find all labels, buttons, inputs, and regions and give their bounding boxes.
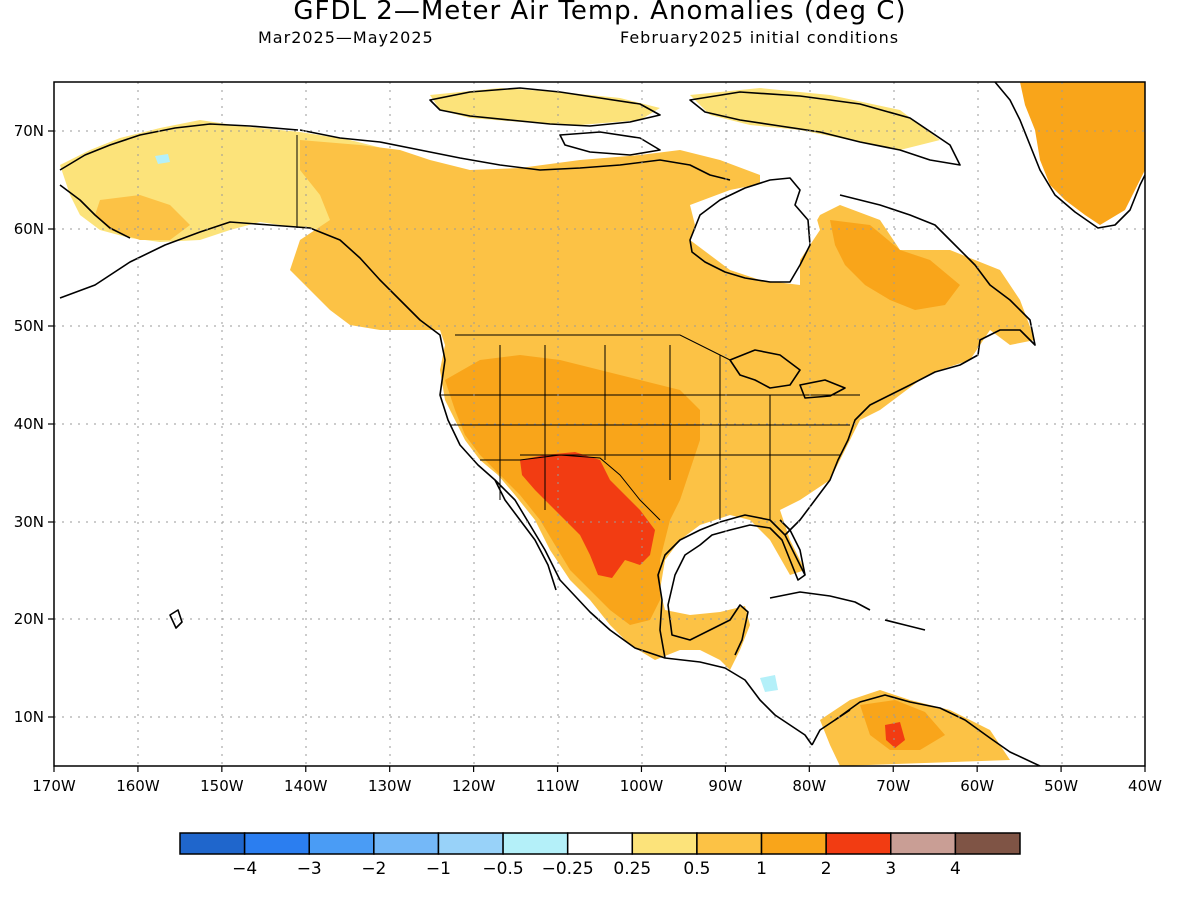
coastline [657, 514, 806, 659]
coastline [834, 694, 1041, 766]
colorbar-swatch [502, 832, 569, 855]
colorbar-label: −4 [232, 859, 257, 879]
colorbar-label: −0.5 [482, 859, 523, 879]
lat-label: 60N [14, 220, 44, 238]
anomaly-fill [60, 82, 1145, 766]
colorbar-label: 0.25 [613, 859, 651, 879]
coastline [299, 129, 731, 181]
lon-label: 40W [1128, 777, 1162, 795]
colorbar-label: 1 [756, 859, 767, 879]
anomaly-region [830, 220, 960, 310]
lat-label: 20N [14, 610, 44, 628]
colorbar-swatch [566, 832, 634, 855]
lon-label: 170W [32, 777, 76, 795]
lat-label: 50N [14, 317, 44, 335]
lon-label: 100W [620, 777, 664, 795]
colorbar-swatch [243, 832, 310, 855]
lon-label: 90W [708, 777, 742, 795]
coastline [799, 379, 846, 399]
lon-label: 70W [876, 777, 910, 795]
coastline [884, 619, 926, 631]
colorbar-label: −0.25 [542, 859, 594, 879]
lon-label: 50W [1044, 777, 1078, 795]
lat-label: 10N [14, 708, 44, 726]
coastline [769, 591, 871, 611]
lon-label: 120W [452, 777, 496, 795]
coastline [729, 349, 801, 389]
lat-label: 30N [14, 513, 44, 531]
coastline [59, 221, 813, 746]
lon-label: 140W [284, 777, 328, 795]
anomaly-region [760, 675, 778, 692]
latitude-axis: 70N 60N 50N 40N 30N 20N 10N [14, 122, 54, 726]
coastline [779, 519, 806, 576]
anomaly-region [430, 88, 660, 125]
colorbar-swatch [890, 832, 957, 855]
colorbar-swatch [437, 832, 504, 855]
coastline [689, 177, 811, 283]
anomaly-region [1020, 82, 1145, 225]
longitude-axis: 170W 160W 150W 140W 130W 120W 110W 100W 90W 80W 70… [32, 766, 1162, 795]
lat-label: 70N [14, 122, 44, 140]
border [455, 334, 731, 361]
lon-label: 160W [116, 777, 160, 795]
anomaly-region [885, 722, 905, 748]
anomaly-region [155, 154, 170, 164]
colorbar-swatch [696, 832, 763, 855]
map-area [54, 82, 1145, 766]
colorbar-swatch [760, 832, 827, 855]
initial-conditions: February2025 initial conditions [620, 28, 900, 47]
colorbar-swatch [179, 832, 246, 855]
coastlines [59, 82, 1145, 766]
anomaly-region [860, 700, 945, 750]
anomaly-region [520, 452, 655, 578]
colorbar-swatch [373, 832, 440, 855]
coastline [994, 82, 1145, 229]
political-boundaries [296, 135, 860, 521]
lon-label: 110W [536, 777, 580, 795]
coastline [59, 184, 131, 239]
border [480, 454, 661, 521]
coastline [494, 479, 557, 591]
map-title: GFDL 2—Meter Air Temp. Anomalies (deg C) [293, 0, 907, 26]
coastline [784, 194, 1036, 536]
colorbar-label: 3 [885, 859, 896, 879]
colorbar-swatch [631, 832, 698, 855]
hudson-bay-water [690, 180, 820, 280]
colorbar-label: −2 [361, 859, 386, 879]
colorbar-label: −1 [426, 859, 451, 879]
colorbar-swatch [954, 832, 1021, 855]
colorbar-label: 4 [950, 859, 961, 879]
coastline [689, 91, 961, 166]
colorbar: −4 −3 −2 −1 −0.5 −0.25 0.25 0.5 1 2 3 4 [179, 832, 1021, 879]
colorbar-swatch [308, 832, 375, 855]
lon-label: 80W [792, 777, 826, 795]
colorbar-swatch [825, 832, 892, 855]
colorbar-label: 0.5 [683, 859, 710, 879]
anomaly-region [690, 88, 940, 150]
lon-label: 130W [368, 777, 412, 795]
colorbar-label: 2 [821, 859, 832, 879]
forecast-period: Mar2025—May2025 [258, 28, 434, 47]
coastline [59, 123, 299, 171]
coastline [169, 609, 183, 629]
lon-label: 150W [200, 777, 244, 795]
graticule [54, 82, 1145, 766]
coastline [559, 131, 661, 156]
lat-label: 40N [14, 415, 44, 433]
colorbar-label: −3 [297, 859, 322, 879]
coastline [429, 87, 661, 127]
lon-label: 60W [960, 777, 994, 795]
